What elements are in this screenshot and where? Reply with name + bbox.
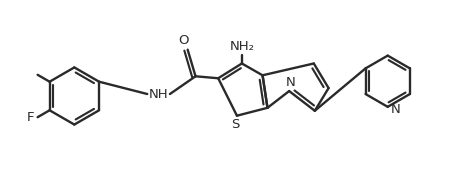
- Text: F: F: [27, 111, 34, 124]
- Text: NH: NH: [148, 87, 168, 100]
- Text: N: N: [391, 103, 400, 116]
- Text: NH₂: NH₂: [229, 40, 254, 53]
- Text: N: N: [285, 76, 295, 89]
- Text: S: S: [231, 118, 239, 131]
- Text: O: O: [179, 34, 189, 47]
